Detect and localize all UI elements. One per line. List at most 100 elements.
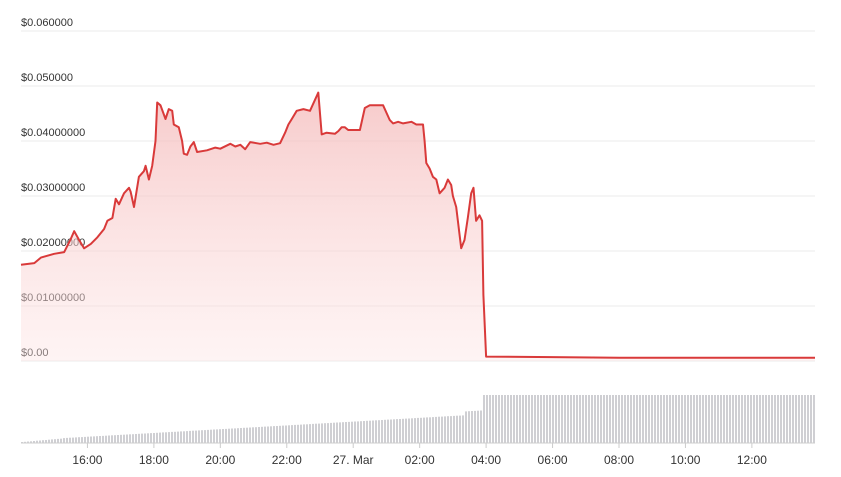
volume-bar [222, 429, 224, 443]
volume-bar [186, 431, 188, 443]
volume-bar [276, 426, 278, 443]
volume-bar [210, 429, 212, 443]
volume-bar [60, 438, 62, 443]
volume-bar [576, 395, 578, 443]
volume-bar [150, 433, 152, 443]
volume-bar [447, 416, 449, 443]
volume-bar [504, 395, 506, 443]
volume-bar [399, 419, 401, 443]
volume-bar [624, 395, 626, 443]
volume-bar [720, 395, 722, 443]
volume-bar [111, 435, 113, 443]
x-tick-label: 04:00 [471, 453, 501, 467]
volume-bar [549, 395, 551, 443]
volume-bar [237, 428, 239, 443]
volume-bar [54, 439, 56, 443]
volume-bars [21, 395, 815, 444]
volume-bar [390, 419, 392, 443]
volume-bar [501, 395, 503, 443]
volume-bar [207, 429, 209, 443]
volume-bar [654, 395, 656, 443]
volume-bar [516, 395, 518, 443]
volume-bar [723, 395, 725, 443]
volume-bar [57, 438, 59, 443]
volume-bar [591, 395, 593, 443]
volume-bar [192, 430, 194, 443]
volume-bar [534, 395, 536, 443]
y-tick-label: $0.050000 [21, 72, 73, 84]
volume-bar [741, 395, 743, 443]
volume-bar [603, 395, 605, 443]
volume-bar [507, 395, 509, 443]
y-tick-label: $0.04000000 [21, 127, 85, 139]
volume-bar [639, 395, 641, 443]
volume-bar [513, 395, 515, 443]
volume-bar [555, 395, 557, 443]
volume-bar [156, 432, 158, 443]
volume-bar [531, 395, 533, 443]
volume-bar [129, 434, 131, 443]
volume-bar [120, 434, 122, 443]
volume-bar [453, 415, 455, 443]
volume-bar [729, 395, 731, 443]
volume-bar [789, 395, 791, 443]
volume-bar [387, 419, 389, 443]
volume-bar [348, 421, 350, 443]
volume-bar [291, 425, 293, 443]
volume-bar [420, 417, 422, 443]
volume-bar [24, 441, 26, 443]
volume-bar [606, 395, 608, 443]
volume-bar [567, 395, 569, 443]
x-tick-label: 22:00 [272, 453, 302, 467]
volume-bar [612, 395, 614, 443]
volume-bar [408, 418, 410, 443]
volume-bar [735, 395, 737, 443]
volume-bar [189, 430, 191, 443]
x-tick-label: 10:00 [670, 453, 700, 467]
volume-bar [258, 427, 260, 443]
volume-bar [63, 438, 65, 443]
volume-bar [342, 422, 344, 443]
volume-bar [807, 395, 809, 443]
volume-bar [219, 429, 221, 443]
volume-bar [168, 432, 170, 443]
volume-bar [690, 395, 692, 443]
volume-bar [609, 395, 611, 443]
volume-bar [48, 439, 50, 443]
volume-bar [660, 395, 662, 443]
volume-bar [486, 395, 488, 443]
y-tick-label: $0.060000 [21, 17, 73, 29]
volume-bar [774, 395, 776, 443]
volume-bar [180, 431, 182, 443]
volume-bar [90, 436, 92, 443]
volume-bar [771, 395, 773, 443]
volume-bar [687, 395, 689, 443]
volume-bar [627, 395, 629, 443]
volume-bar [540, 395, 542, 443]
price-area [21, 92, 815, 361]
volume-bar [363, 421, 365, 443]
volume-bar [753, 395, 755, 443]
volume-bar [630, 395, 632, 443]
volume-bar [696, 395, 698, 443]
volume-bar [471, 411, 473, 443]
volume-bar [147, 433, 149, 443]
volume-bar [552, 395, 554, 443]
x-tick-label: 02:00 [405, 453, 435, 467]
volume-bar [405, 418, 407, 443]
volume-bar [795, 395, 797, 443]
volume-bar [459, 415, 461, 443]
volume-bar [636, 395, 638, 443]
volume-bar [273, 426, 275, 443]
volume-bar [240, 428, 242, 443]
volume-bar [354, 421, 356, 443]
volume-bar [360, 421, 362, 443]
price-line-group [20, 91, 815, 359]
volume-bar [27, 441, 29, 443]
volume-bar [747, 395, 749, 443]
volume-bar [246, 427, 248, 443]
volume-bar [303, 424, 305, 443]
volume-bar [783, 395, 785, 443]
volume-bar [564, 395, 566, 443]
